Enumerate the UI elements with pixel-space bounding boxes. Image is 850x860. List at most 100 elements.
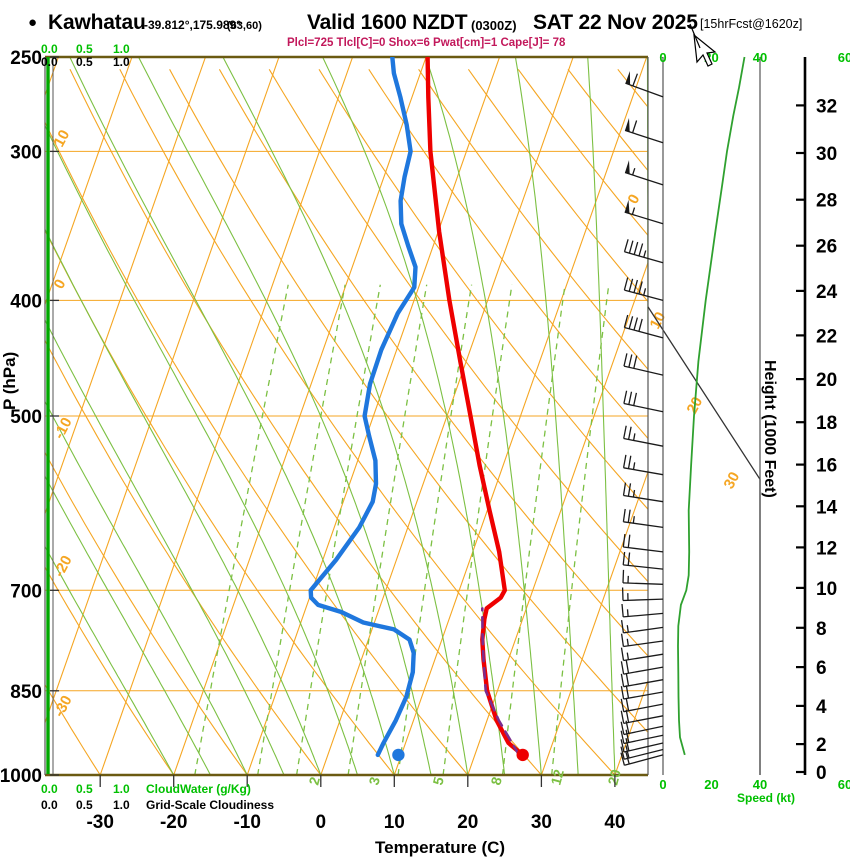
svg-text:400: 400 [10,291,42,312]
svg-text:250: 250 [10,48,42,69]
dry-adiabat-lines [45,68,648,775]
svg-text:1000: 1000 [0,766,42,787]
wind-barb [624,199,664,225]
speed-axis-label: Speed (kt) [737,791,796,805]
pressure-tick-labels: 250 300 400 500 700 850 1000 [0,48,59,787]
svg-text:12: 12 [547,767,567,786]
wind-barb [622,508,664,529]
wind-barb [625,71,664,98]
cloudwater-axis-label: CloudWater (g/Kg) [146,782,251,796]
dewpoint-curve [308,57,418,758]
svg-text:2: 2 [305,775,323,787]
wind-barb [624,118,664,144]
svg-text:4: 4 [816,697,827,718]
svg-text:300: 300 [10,142,42,163]
svg-text:5: 5 [429,775,447,787]
wind-barb [620,738,664,753]
svg-text:20: 20 [704,777,718,792]
wind-barb [623,390,664,413]
svg-text:0: 0 [659,777,666,792]
svg-text:12: 12 [816,538,837,559]
station-gridpoint: (63,60) [227,20,262,32]
wind-barb [620,751,664,766]
wind-barb [620,709,664,725]
svg-text:10: 10 [647,309,670,332]
height-axis-label: Height (1000 Feet) [761,360,778,498]
svg-text:28: 28 [816,191,837,212]
svg-text:6: 6 [816,658,827,679]
valid-utc: (0300Z) [471,18,517,33]
svg-text:26: 26 [816,237,837,258]
svg-text:40: 40 [753,777,767,792]
forecast-tag: [15hrFcst@1620z] [700,17,803,31]
valid-time: Valid 1600 NZDT [307,11,468,34]
wind-barb [620,660,664,675]
surface-dewpoint-marker [392,748,405,762]
stability-indices: Plcl=725 Tlcl[C]=0 Shox=6 Pwat[cm]=1 Cap… [287,37,566,49]
svg-text:60: 60 [838,50,850,65]
wind-barb [621,587,664,602]
wind-barb [622,569,664,585]
svg-text:10: 10 [51,127,74,150]
temperature-axis-label: Temperature (C) [375,838,506,857]
station-coords: -39.812°,175.989° [144,18,242,32]
svg-text:40: 40 [753,50,767,65]
surface-temperature-marker [516,748,529,762]
pressure-axis-label: P (hPa) [0,351,19,410]
wind-barb-group [620,57,664,766]
mixing-ratio-labels: 2 3 5 8 12 20 [305,767,624,786]
station-name: Kawhatau [48,11,146,34]
wind-barb [622,454,664,476]
svg-text:0: 0 [659,50,666,65]
svg-text:20: 20 [457,812,478,833]
cursor-pointer-icon [689,23,717,67]
wind-barb [620,685,664,700]
svg-text:32: 32 [816,96,837,117]
svg-text:40: 40 [604,812,625,833]
svg-text:10: 10 [384,812,405,833]
svg-text:-20: -20 [160,812,187,833]
mixing-ratio-lines [194,284,610,775]
svg-text:22: 22 [816,326,837,347]
wind-barb [620,745,664,760]
svg-text:8: 8 [816,619,827,640]
wind-barb [624,160,664,186]
wind-barb [623,314,664,339]
wind-barb [621,603,664,618]
svg-text:2: 2 [816,735,827,756]
svg-text:0: 0 [816,763,827,784]
cloudiness-axis-label: Grid-Scale Cloudiness [146,798,275,812]
valid-date: SAT 22 Nov 2025 [533,11,698,34]
svg-text:10: 10 [816,579,837,600]
svg-text:-10: -10 [233,812,260,833]
wind-barb [623,239,664,264]
wind-barb [622,534,664,553]
svg-text:16: 16 [816,456,837,477]
header-bullet: ● [28,14,38,31]
svg-text:24: 24 [816,282,838,303]
wind-barb [623,353,664,376]
wind-barb [620,647,664,662]
svg-text:3: 3 [365,775,383,787]
wind-barb [622,482,664,503]
plot-frame [44,55,649,777]
wind-barb [620,729,664,745]
svg-text:-30: -30 [86,812,113,833]
wind-barb [620,720,664,736]
isotherm-lines [45,57,648,775]
svg-text:18: 18 [816,413,837,434]
wind-barb [620,633,664,648]
temperature-tick-labels: -30 -20 -10 0 10 20 30 40 [86,775,625,833]
wind-speed-curve [677,56,746,756]
wind-barb [620,672,664,688]
svg-text:850: 850 [10,682,42,703]
svg-text:500: 500 [10,407,42,428]
wind-barb [623,277,664,302]
parcel-curve [481,607,521,757]
svg-text:30: 30 [816,144,837,165]
svg-text:30: 30 [531,812,552,833]
svg-text:20: 20 [604,767,624,786]
